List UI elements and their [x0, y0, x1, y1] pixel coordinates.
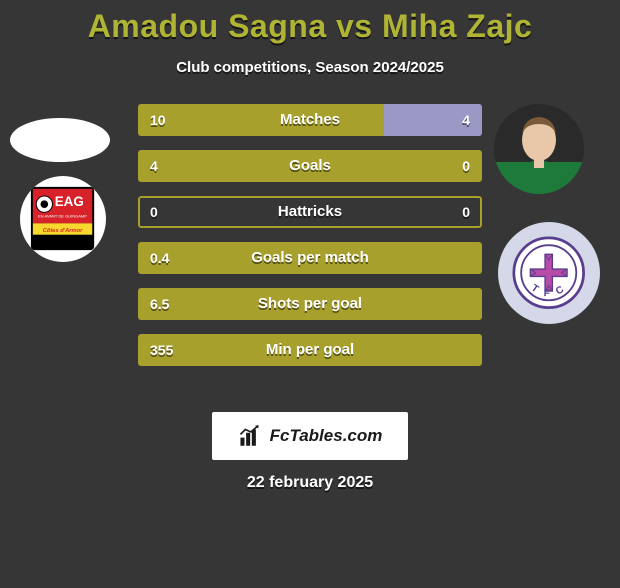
player-right-avatar	[494, 104, 584, 194]
stat-label: Min per goal	[138, 334, 482, 366]
footer-brand-logo: FcTables.com	[212, 412, 408, 460]
comparison-area: EAG EN AVANT DE GUINGAMP Côtes d'Armor T…	[0, 104, 620, 394]
stat-row: 355Min per goal	[138, 334, 482, 366]
chart-icon	[238, 423, 264, 449]
svg-text:Côtes d'Armor: Côtes d'Armor	[43, 228, 83, 234]
stat-row: 104Matches	[138, 104, 482, 136]
stat-label: Shots per goal	[138, 288, 482, 320]
stat-label: Goals	[138, 150, 482, 182]
stat-row: 0.4Goals per match	[138, 242, 482, 274]
stat-row: 00Hattricks	[138, 196, 482, 228]
stat-row: 6.5Shots per goal	[138, 288, 482, 320]
stat-bars: 104Matches 40Goals 00Hattricks 0.4Goals per…	[138, 104, 482, 366]
footer-brand-text: FcTables.com	[270, 426, 383, 446]
page-title: Amadou Sagna vs Miha Zajc	[0, 8, 620, 45]
date-label: 22 february 2025	[0, 474, 620, 492]
stat-label: Goals per match	[138, 242, 482, 274]
svg-text:EN AVANT DE GUINGAMP: EN AVANT DE GUINGAMP	[39, 214, 88, 219]
stat-label: Matches	[138, 104, 482, 136]
svg-text:EAG: EAG	[55, 195, 84, 210]
stat-label: Hattricks	[138, 196, 482, 228]
subtitle: Club competitions, Season 2024/2025	[0, 59, 620, 76]
player-left-club-badge: EAG EN AVANT DE GUINGAMP Côtes d'Armor	[20, 176, 106, 262]
player-left-avatar	[10, 118, 110, 162]
stat-row: 40Goals	[138, 150, 482, 182]
player-right-club-badge: T F C	[498, 222, 600, 324]
